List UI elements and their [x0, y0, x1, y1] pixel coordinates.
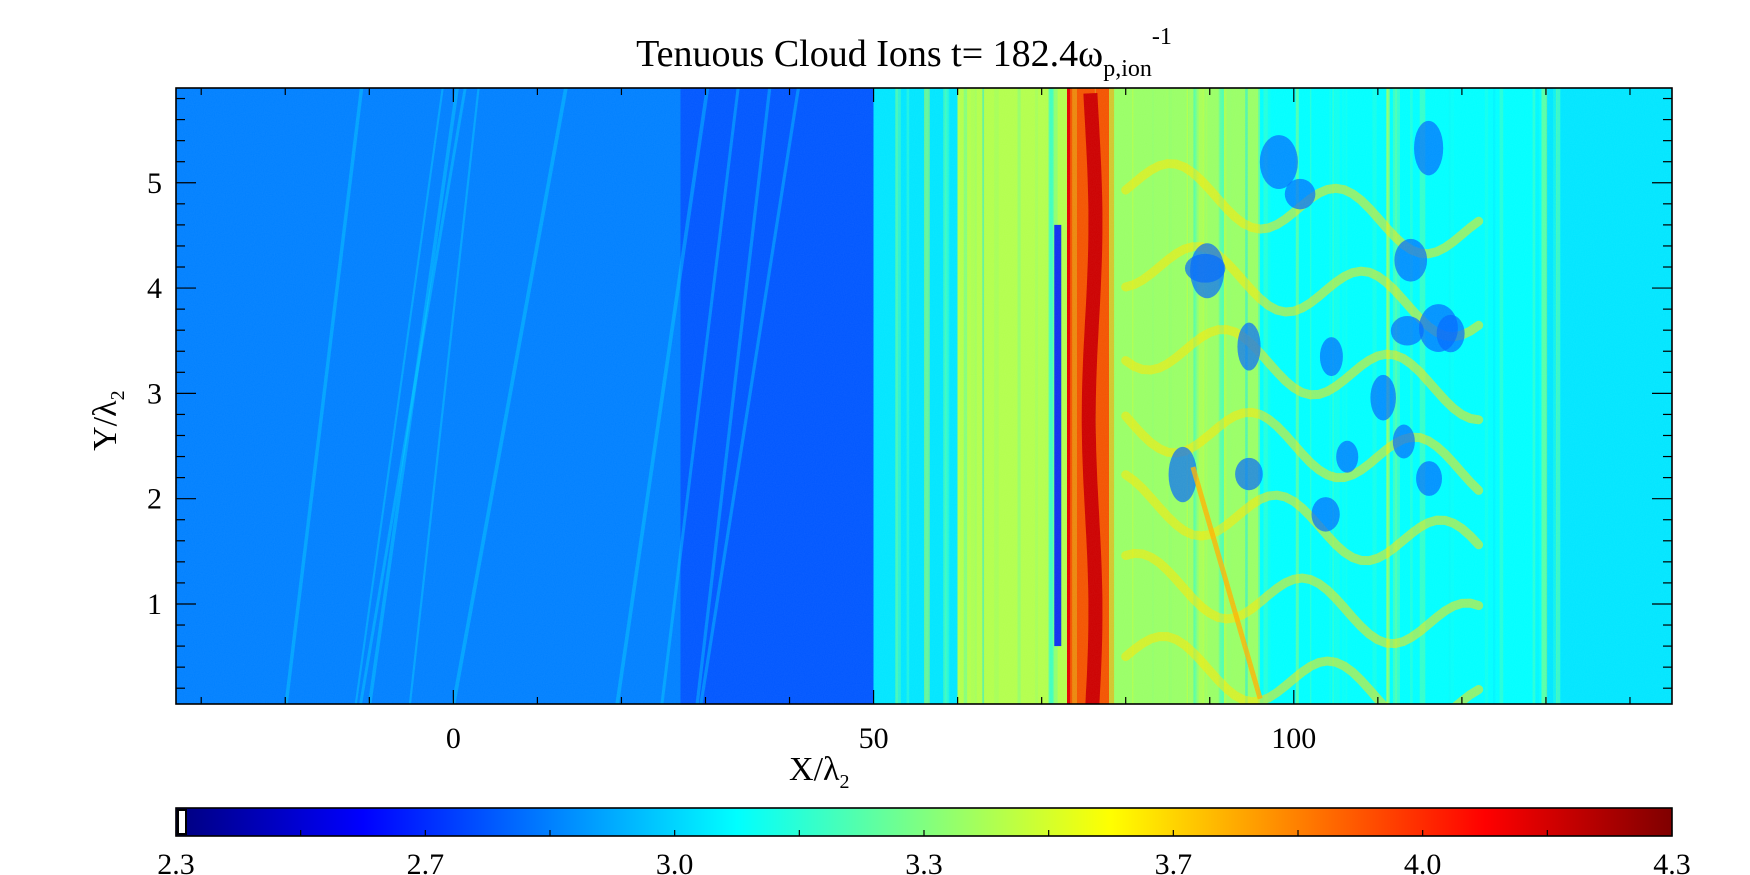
plot-frame — [175, 87, 1673, 705]
y-axis-label-main: Y/λ — [87, 400, 124, 451]
colorbar-marker — [177, 809, 187, 835]
colorbar-tick-label: 3.7 — [1155, 848, 1193, 875]
x-axis: 0 50 100 — [200, 88, 1631, 755]
colorbar-ticks: 2.3 2.7 3.0 3.3 3.7 4.0 4.3 — [157, 830, 1691, 875]
y-tick-label: 1 — [147, 588, 162, 621]
x-tick-label: 0 — [446, 722, 461, 755]
y-tick-label: 5 — [147, 167, 162, 200]
x-axis-label-subscript: 2 — [840, 771, 850, 793]
y-tick-label: 3 — [147, 377, 162, 410]
title-superscript: -1 — [1152, 24, 1172, 50]
y-axis-label: Y/λ2 — [87, 390, 129, 451]
y-tick-label: 2 — [147, 483, 162, 516]
y-axis: 1 2 3 4 5 — [147, 97, 1672, 689]
chart-title: Tenuous Cloud Ions t= 182.4ωp,ion-1 — [636, 24, 1172, 82]
x-tick-label: 100 — [1271, 722, 1316, 755]
heatmap-noise — [176, 88, 1672, 704]
colorbar-tick-label: 4.3 — [1653, 848, 1691, 875]
y-axis-label-subscript: 2 — [107, 390, 129, 400]
colorbar-tick-label: 4.0 — [1404, 848, 1442, 875]
title-subscript: p,ion — [1103, 56, 1152, 82]
heatmap-plot: 0 50 100 1 2 3 4 5 — [147, 87, 1673, 755]
colorbar-tick-label: 3.3 — [905, 848, 943, 875]
title-main: Tenuous Cloud Ions t= 182.4ω — [636, 33, 1103, 75]
colorbar: 2.3 2.7 3.0 3.3 3.7 4.0 4.3 — [157, 807, 1691, 875]
y-tick-label: 4 — [147, 272, 162, 305]
colorbar-tick-label: 3.0 — [656, 848, 694, 875]
colorbar-tick-label: 2.7 — [407, 848, 445, 875]
colorbar-tick-label: 2.3 — [157, 848, 195, 875]
x-axis-label: X/λ2 — [789, 751, 850, 793]
x-tick-label: 50 — [859, 722, 889, 755]
x-axis-label-main: X/λ — [789, 751, 840, 788]
